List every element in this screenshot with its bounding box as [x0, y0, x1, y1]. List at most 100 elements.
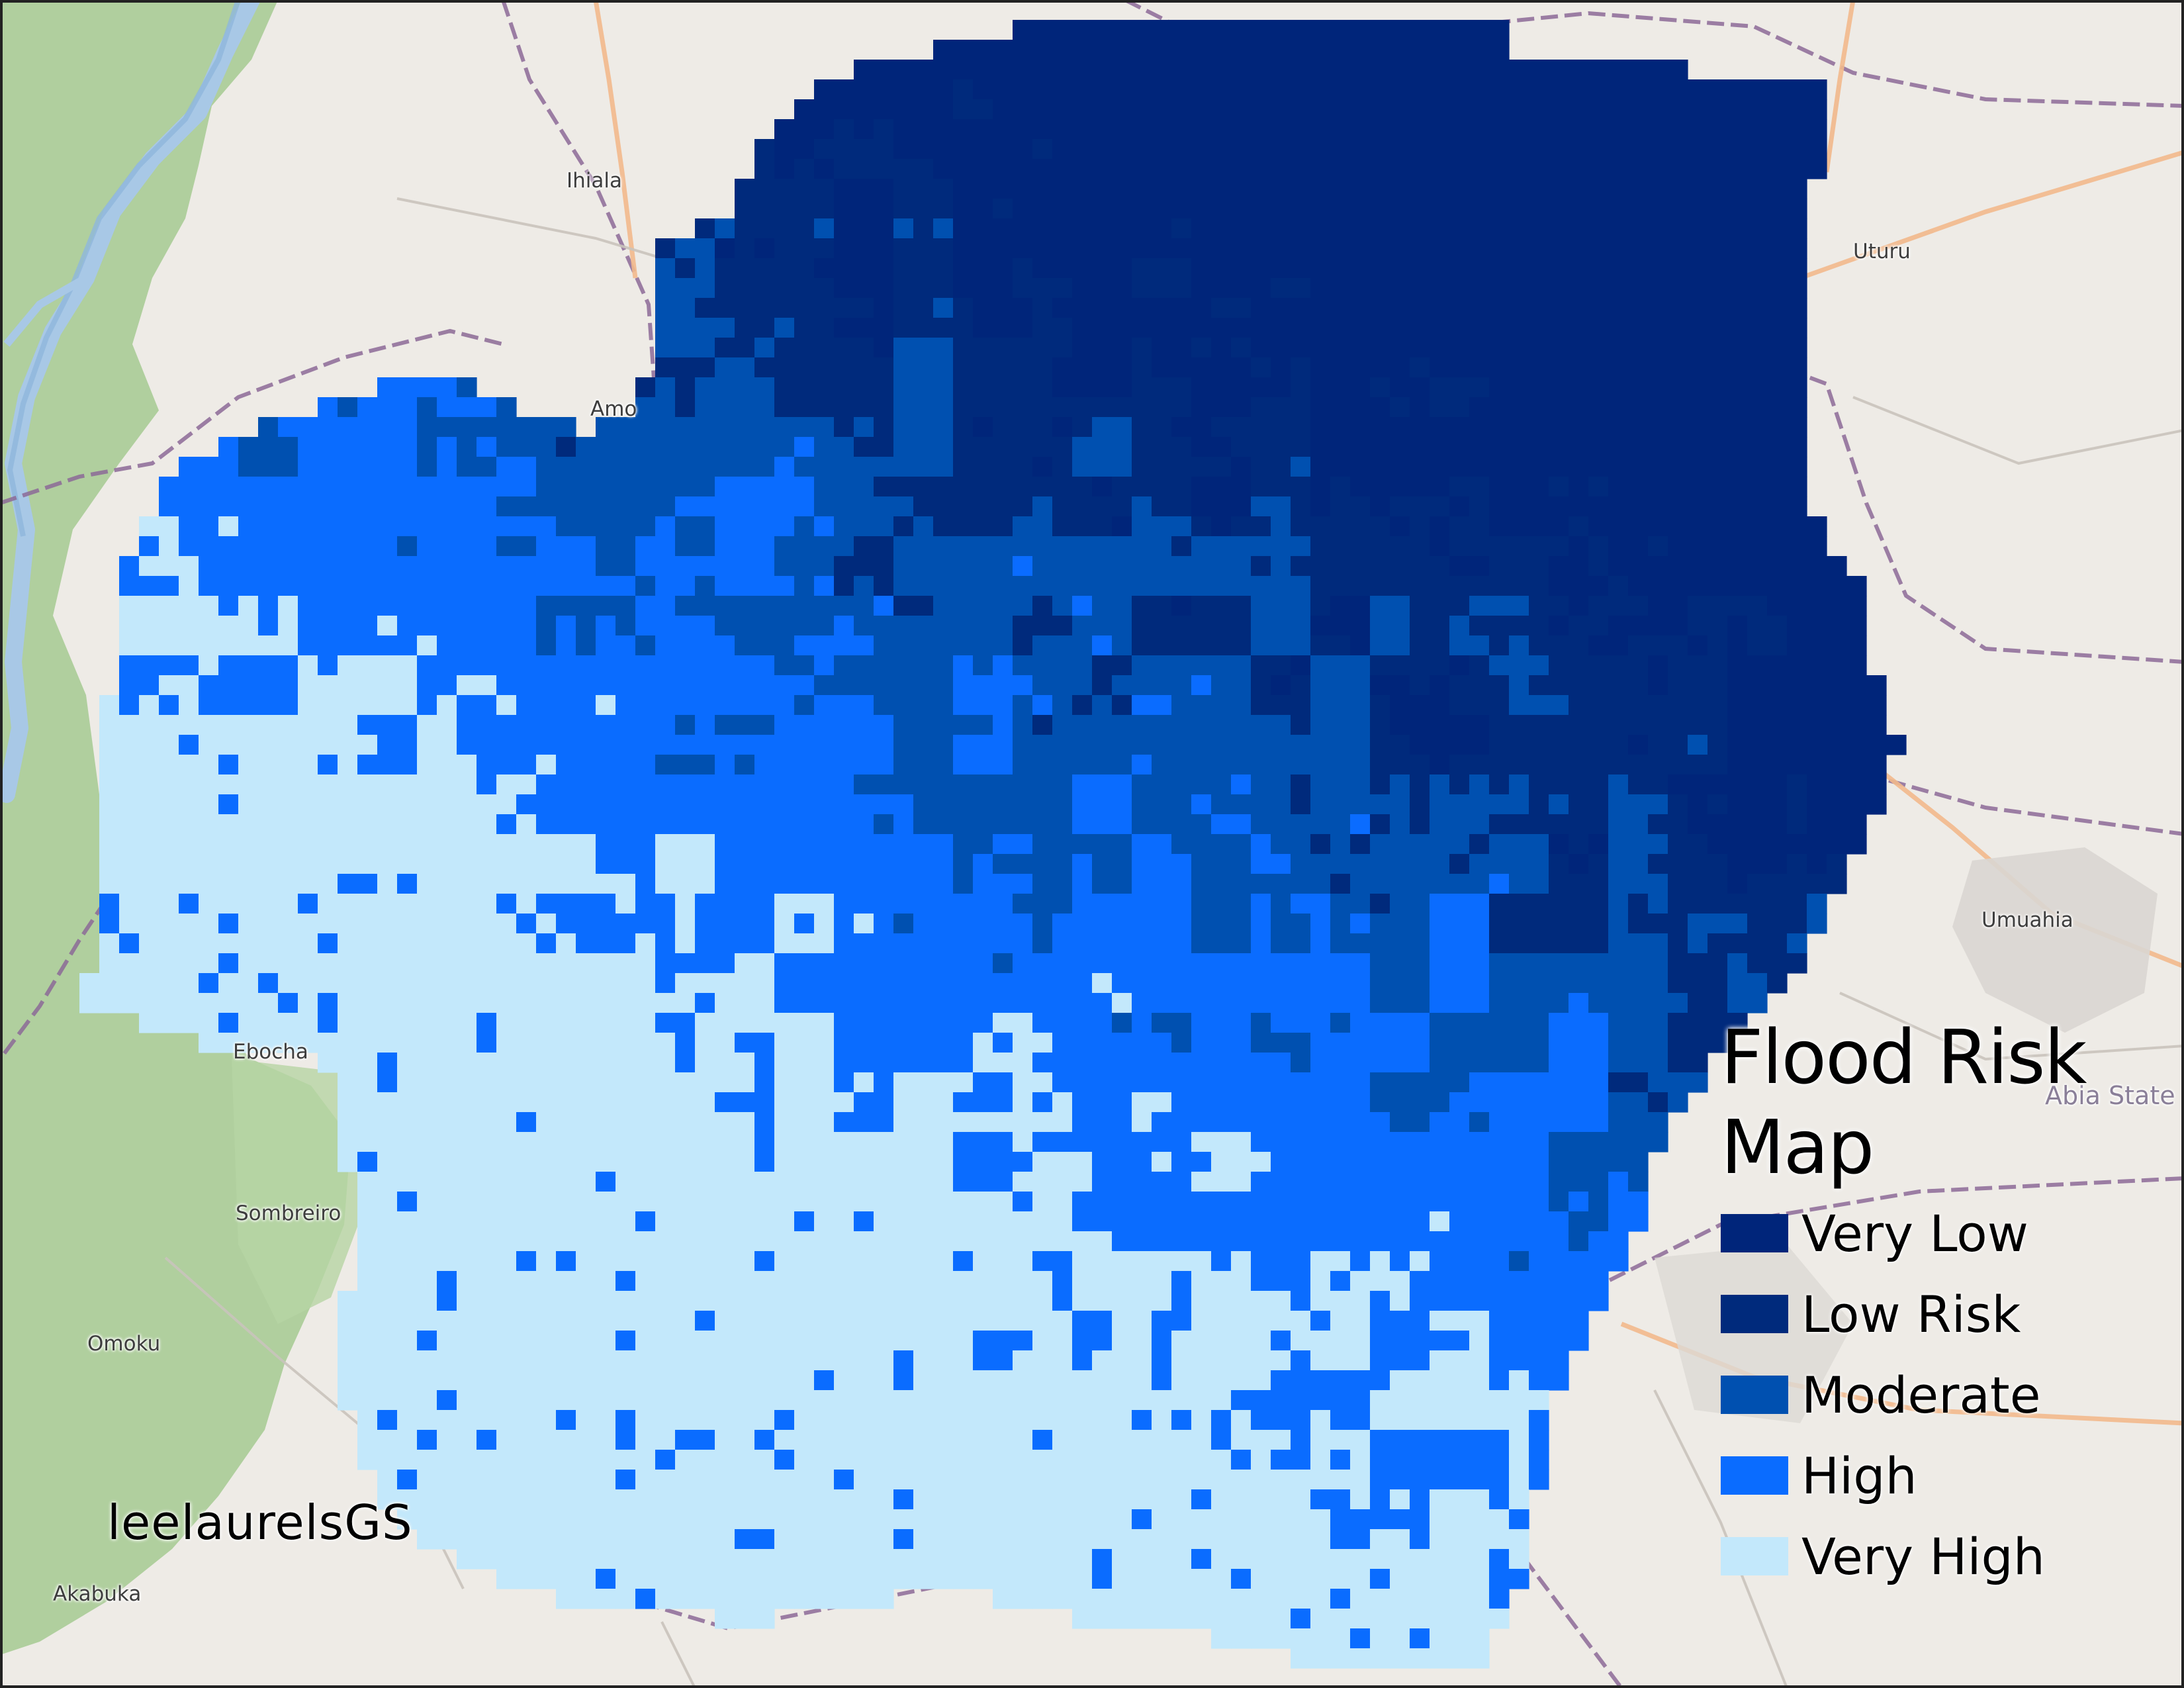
risk-cell	[1092, 1271, 1113, 1291]
risk-cell	[1469, 1192, 1490, 1212]
risk-cell	[1747, 179, 1768, 199]
risk-cell	[199, 973, 219, 994]
risk-cell	[1092, 40, 1113, 60]
risk-cell	[1747, 914, 1768, 934]
risk-cell	[477, 437, 497, 457]
risk-cell	[1608, 536, 1629, 557]
risk-cell	[655, 596, 676, 616]
risk-cell	[417, 1311, 437, 1331]
risk-cell	[1549, 1072, 1569, 1093]
risk-cell	[1271, 576, 1291, 596]
risk-cell	[1350, 1072, 1371, 1093]
risk-cell	[417, 1033, 437, 1053]
risk-cell	[338, 1350, 358, 1371]
risk-cell	[774, 417, 795, 438]
risk-cell	[695, 516, 715, 537]
risk-cell	[1390, 1192, 1410, 1212]
risk-cell	[1747, 79, 1768, 100]
risk-cell	[1291, 794, 1311, 815]
risk-cell	[874, 1152, 894, 1172]
risk-cell	[1112, 1033, 1132, 1053]
risk-cell	[417, 1072, 437, 1093]
risk-cell	[913, 1331, 934, 1351]
risk-cell	[893, 1350, 914, 1371]
risk-cell	[834, 616, 854, 636]
risk-cell	[1608, 437, 1629, 457]
risk-cell	[1152, 933, 1172, 954]
risk-cell	[1410, 655, 1430, 676]
risk-cell	[774, 914, 795, 934]
risk-cell	[377, 1112, 398, 1133]
risk-cell	[1350, 516, 1371, 537]
risk-cell	[258, 953, 279, 974]
risk-cell	[1152, 1350, 1172, 1371]
risk-cell	[973, 40, 993, 60]
risk-cell	[397, 1033, 418, 1053]
risk-cell	[1271, 457, 1291, 477]
risk-cell	[1032, 1172, 1053, 1192]
risk-cell	[357, 477, 378, 497]
risk-cell	[1410, 298, 1430, 318]
risk-cell	[1052, 536, 1073, 557]
risk-cell	[1132, 814, 1152, 835]
risk-cell	[1330, 1390, 1351, 1411]
risk-cell	[1549, 516, 1569, 537]
risk-cell	[139, 774, 159, 795]
risk-cell	[1529, 437, 1549, 457]
risk-cell	[854, 735, 874, 755]
risk-cell	[1747, 516, 1768, 537]
risk-cell	[1588, 1112, 1609, 1133]
risk-cell	[1608, 854, 1629, 874]
risk-cell	[1271, 218, 1291, 239]
risk-cell	[1231, 953, 1251, 974]
risk-cell	[1310, 933, 1331, 954]
risk-cell	[377, 735, 398, 755]
risk-cell	[437, 1311, 457, 1331]
risk-cell	[953, 894, 974, 914]
risk-cell	[1171, 1053, 1192, 1073]
risk-cell	[1211, 1311, 1232, 1331]
risk-cell	[1112, 437, 1132, 457]
risk-cell	[814, 635, 835, 656]
risk-cell	[973, 1331, 993, 1351]
risk-cell	[1013, 258, 1033, 279]
risk-cell	[1291, 20, 1311, 40]
risk-cell	[139, 596, 159, 616]
risk-cell	[139, 576, 159, 596]
risk-cell	[338, 1291, 358, 1311]
risk-cell	[1132, 457, 1152, 477]
risk-cell	[516, 477, 537, 497]
risk-cell	[397, 576, 418, 596]
risk-cell	[1727, 596, 1748, 616]
risk-cell	[238, 437, 259, 457]
risk-cell	[159, 973, 179, 994]
risk-cell	[377, 993, 398, 1013]
risk-cell	[516, 616, 537, 636]
risk-cell	[1747, 973, 1768, 994]
risk-cell	[1846, 596, 1867, 616]
risk-cell	[218, 556, 239, 577]
risk-cell	[1171, 1072, 1192, 1093]
risk-cell	[1171, 357, 1192, 378]
risk-cell	[854, 1013, 874, 1033]
risk-cell	[1112, 695, 1132, 716]
risk-cell	[1648, 417, 1668, 438]
risk-cell	[1707, 99, 1728, 120]
risk-cell	[1648, 338, 1668, 358]
risk-cell	[1390, 993, 1410, 1013]
risk-cell	[1251, 655, 1271, 676]
risk-cell	[1707, 338, 1728, 358]
risk-cell	[913, 496, 934, 517]
risk-cell	[99, 715, 120, 735]
risk-cell	[1112, 973, 1132, 994]
risk-cell	[615, 1132, 636, 1152]
risk-cell	[675, 1152, 696, 1172]
risk-cell	[735, 874, 755, 894]
risk-cell	[1430, 1370, 1450, 1391]
risk-cell	[1430, 457, 1450, 477]
risk-cell	[1509, 1350, 1529, 1371]
risk-cell	[1569, 1013, 1589, 1033]
risk-cell	[615, 1271, 636, 1291]
risk-cell	[1410, 139, 1430, 160]
